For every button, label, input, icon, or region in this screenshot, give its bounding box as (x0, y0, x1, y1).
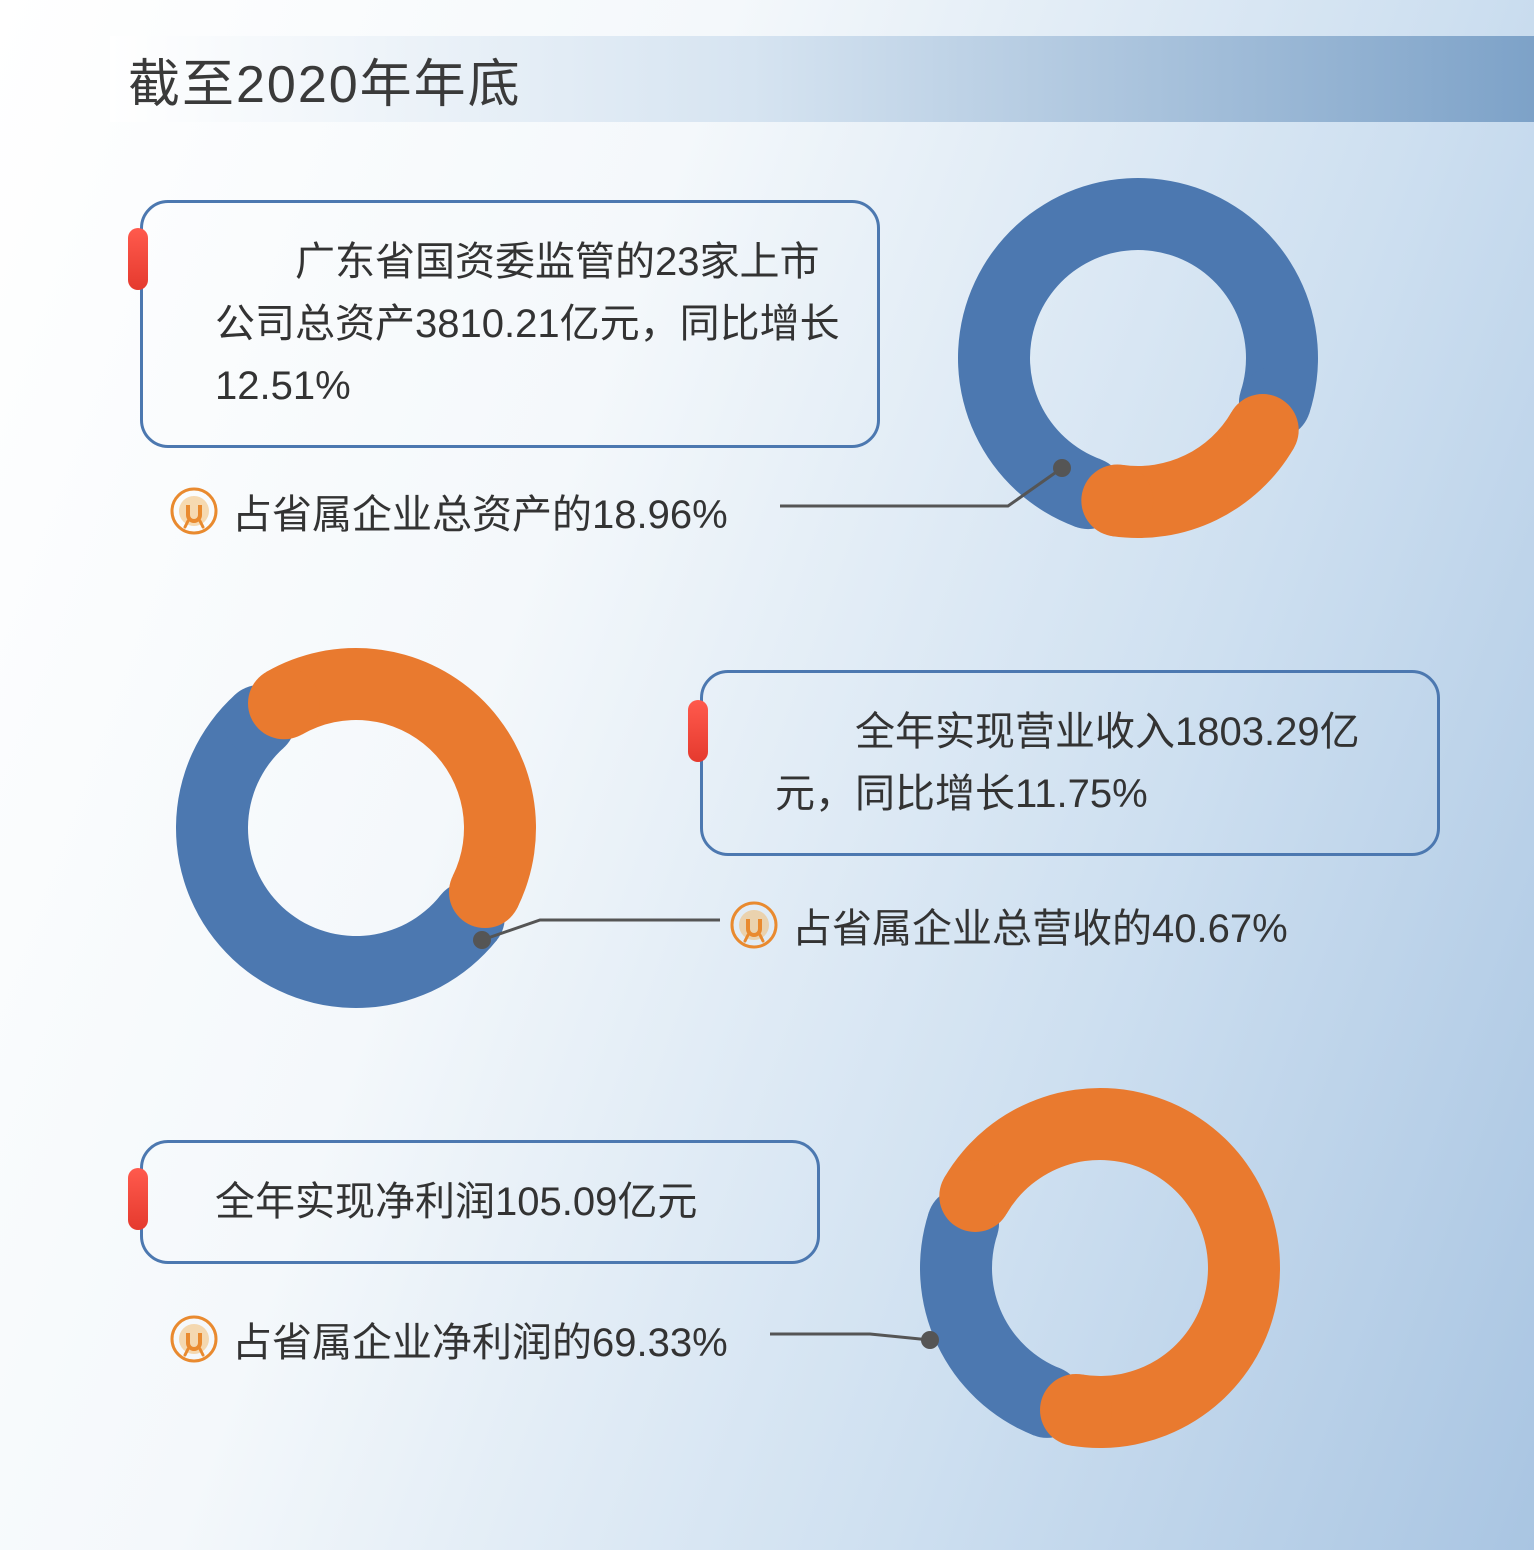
metric-pct-text: 占省属企业总资产的18.96% (232, 482, 728, 540)
award-badge-icon (170, 1315, 218, 1363)
metric-pct-assets: 占省属企业总资产的18.96% (170, 482, 728, 540)
metric-card-profit: 全年实现净利润105.09亿元 (140, 1140, 820, 1264)
metric-pct-revenue: 占省属企业总营收的40.67% (730, 896, 1288, 954)
accent-pill (688, 700, 708, 762)
accent-pill (128, 228, 148, 290)
metric-card-text: 广东省国资委监管的23家上市公司总资产3810.21亿元，同比增长12.51% (215, 240, 840, 408)
metric-card-revenue: 全年实现营业收入1803.29亿元，同比增长11.75% (700, 670, 1440, 856)
header-bar: 截至2020年年底 (110, 36, 1534, 122)
metric-pct-text: 占省属企业总营收的40.67% (792, 896, 1288, 954)
accent-pill (128, 1168, 148, 1230)
header-title: 截至2020年年底 (128, 42, 522, 117)
award-badge-icon (170, 487, 218, 535)
metric-card-text: 全年实现净利润105.09亿元 (215, 1180, 697, 1224)
award-badge-icon (730, 901, 778, 949)
metric-card-assets: 广东省国资委监管的23家上市公司总资产3810.21亿元，同比增长12.51% (140, 200, 880, 448)
metric-card-text: 全年实现营业收入1803.29亿元，同比增长11.75% (775, 710, 1360, 816)
metric-pct-profit: 占省属企业净利润的69.33% (170, 1310, 728, 1368)
metric-pct-text: 占省属企业净利润的69.33% (232, 1310, 728, 1368)
